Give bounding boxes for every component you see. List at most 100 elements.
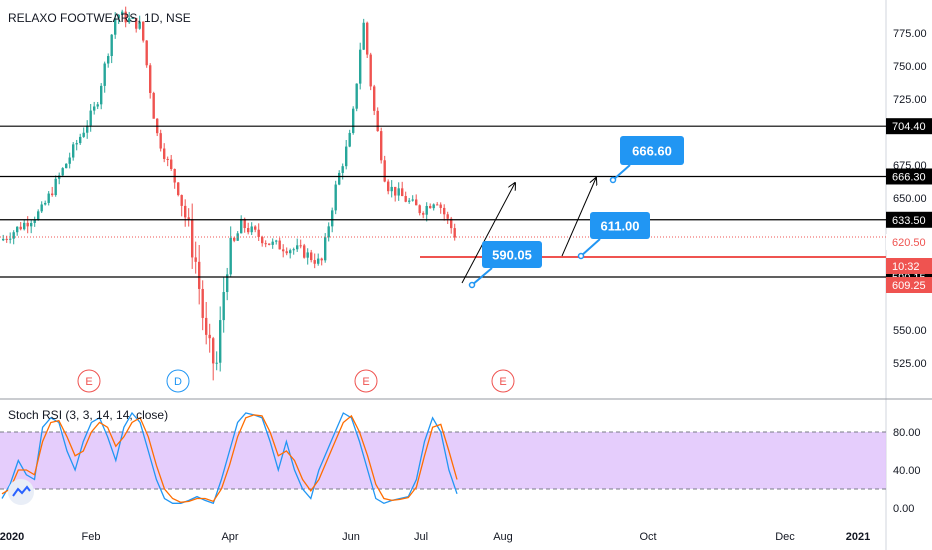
trend-arrow-2[interactable] xyxy=(561,178,596,257)
candle-body xyxy=(271,241,274,245)
rsi-tick-label: 0.00 xyxy=(893,503,914,515)
candle-body xyxy=(194,257,197,262)
candle-body xyxy=(47,193,50,203)
candle-body xyxy=(341,166,344,173)
candle-body xyxy=(310,252,313,261)
event-marker[interactable]: D xyxy=(166,369,190,393)
callout-pointer xyxy=(580,238,601,257)
event-circle[interactable] xyxy=(354,369,378,393)
level-price-tag-text: 633.50 xyxy=(892,215,926,227)
level-price-tag[interactable]: 666.30 xyxy=(886,168,932,185)
price-tick-label: 525.00 xyxy=(893,358,927,370)
candle-body xyxy=(79,136,82,144)
candle-body xyxy=(75,143,78,145)
candle-body xyxy=(408,200,411,202)
callout-box[interactable] xyxy=(590,212,650,239)
countdown-tag[interactable]: 10:32 xyxy=(886,258,932,274)
candle-body xyxy=(26,222,29,227)
event-marker[interactable]: E xyxy=(77,369,101,393)
price-tick-label: 725.00 xyxy=(893,94,927,106)
candle-body xyxy=(121,11,124,15)
price-tick-label: 775.00 xyxy=(893,28,927,40)
candle-body xyxy=(352,108,355,133)
countdown-tag-text: 10:32 xyxy=(892,261,920,273)
candle-body xyxy=(446,214,449,219)
red-level-tag[interactable]: 609.25 xyxy=(886,277,932,293)
candle-body xyxy=(44,202,47,205)
price-callout[interactable]: 666.60 xyxy=(609,136,685,184)
last-price-tag[interactable]: 620.50 xyxy=(886,234,932,250)
callout-pointer xyxy=(612,164,631,181)
horizontal-levels[interactable] xyxy=(0,125,886,278)
price-callout[interactable]: 611.00 xyxy=(577,212,651,260)
candle-body xyxy=(425,205,428,215)
candle-body xyxy=(453,228,456,238)
event-circle[interactable] xyxy=(77,369,101,393)
candle-body xyxy=(177,182,180,196)
candle-body xyxy=(163,148,166,159)
last-price-tag-bg xyxy=(886,234,932,250)
candle-body xyxy=(250,226,253,233)
candle-body xyxy=(450,218,453,229)
candle-body xyxy=(327,226,330,238)
candle-body xyxy=(191,219,194,258)
candle-body xyxy=(58,175,61,179)
tradingview-logo-icon[interactable] xyxy=(8,479,34,505)
candle-body xyxy=(68,157,71,164)
price-axis[interactable]: 775.00750.00725.00675.00650.00550.00525.… xyxy=(886,28,932,515)
stoch-rsi-title: Stoch RSI (3, 3, 14, 14, close) xyxy=(8,408,168,422)
event-marker[interactable]: E xyxy=(354,369,378,393)
event-marker[interactable]: E xyxy=(491,369,515,393)
event-circle[interactable] xyxy=(166,369,190,393)
event-label: E xyxy=(499,376,506,388)
callout-box[interactable] xyxy=(620,136,684,165)
logo-glyph xyxy=(12,485,31,497)
callout-box[interactable] xyxy=(482,241,542,268)
event-circle[interactable] xyxy=(491,369,515,393)
level-price-tag-text: 666.30 xyxy=(892,171,926,183)
callout-label: 611.00 xyxy=(600,219,639,234)
callout-anchor[interactable] xyxy=(609,176,617,184)
candle-body xyxy=(366,22,369,55)
candle-body xyxy=(401,188,404,197)
candle-body xyxy=(359,49,362,84)
rsi-tick-label: 40.00 xyxy=(893,465,921,477)
level-price-tag[interactable]: 633.50 xyxy=(886,211,932,228)
callout-anchor[interactable] xyxy=(577,252,585,260)
level-price-tag-bg xyxy=(886,118,932,135)
candle-body xyxy=(9,238,12,240)
candle-body xyxy=(261,236,264,244)
time-tick-label: Apr xyxy=(221,531,238,543)
candle-body xyxy=(247,228,250,233)
candle-body xyxy=(40,204,43,212)
level-price-tag-bg xyxy=(886,168,932,185)
rsi-tick-label: 80.00 xyxy=(893,427,921,439)
candle-body xyxy=(229,237,232,275)
trend-arrow-1[interactable] xyxy=(461,183,515,284)
candle-body xyxy=(19,226,22,230)
price-callout[interactable]: 590.05 xyxy=(468,241,543,289)
candle-body xyxy=(51,193,54,196)
drawings-layer[interactable]: 590.05 611.00 666.60 xyxy=(461,136,685,289)
candle-body xyxy=(117,14,120,19)
stoch-series-line xyxy=(1,414,458,503)
candle-body xyxy=(201,288,204,318)
candle-body xyxy=(233,237,236,241)
candle-body xyxy=(107,56,110,64)
candle-body xyxy=(334,184,337,211)
candle-body xyxy=(303,245,306,258)
callout-anchor[interactable] xyxy=(468,281,476,289)
candle-body xyxy=(170,159,173,170)
level-price-tag[interactable]: 704.40 xyxy=(886,118,932,135)
candle-body xyxy=(124,11,127,23)
time-axis[interactable]: 2020 Feb Apr Jun Jul Aug Oct Dec 2021 xyxy=(0,531,870,543)
event-label: D xyxy=(174,376,182,388)
time-tick-label: Feb xyxy=(82,531,101,543)
candle-body xyxy=(282,249,285,252)
red-level-tag-text: 609.25 xyxy=(892,280,926,292)
callout-pointer xyxy=(471,267,493,286)
candle-body xyxy=(394,186,397,196)
candle-body xyxy=(93,106,96,111)
